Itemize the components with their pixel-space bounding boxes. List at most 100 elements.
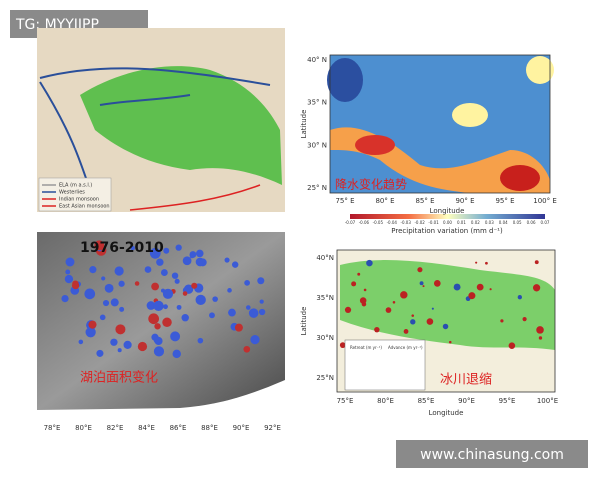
colorbar-label: Precipitation variation (mm d⁻¹): [391, 227, 503, 235]
lake-dot: [94, 240, 105, 251]
lake-dot: [64, 274, 74, 284]
colorbar-tick-label: -0.06: [359, 220, 370, 225]
lake-dot: [134, 281, 140, 286]
colorbar-tick-label: 0.04: [499, 220, 508, 225]
y-tick-label: 25°N: [316, 374, 334, 382]
legend-entry: Westerlies: [59, 190, 85, 196]
x-label: Longitude: [430, 207, 465, 215]
arrow: [99, 94, 191, 106]
lake-dot: [99, 314, 106, 321]
lake-dot: [243, 345, 251, 353]
legend-entry: East Asian monsoon: [59, 204, 110, 210]
lake-dot: [88, 320, 97, 329]
lake-dot: [257, 277, 265, 285]
annotation: 冰川退缩: [440, 372, 492, 388]
lake-dot: [146, 301, 156, 310]
colorbar-tick-label: -0.02: [414, 220, 425, 225]
glacier-dot: [485, 261, 488, 265]
watermark-bg: [396, 440, 588, 468]
lake-dot: [163, 304, 168, 310]
watermark: www.chinasung.com: [420, 447, 564, 463]
glacier-dot: [411, 314, 415, 317]
panel-lakes: 1976-2010 湖泊面积变化: [37, 232, 285, 410]
y-tick-label: 30°N: [316, 334, 334, 342]
lake-dot: [110, 338, 118, 346]
lake-dot: [118, 280, 125, 287]
glacier-dot: [453, 283, 461, 291]
glacier-dot: [403, 329, 409, 334]
colorbar-tick-label: 0.05: [513, 220, 522, 225]
colorbar-tick-label: 0.06: [527, 220, 536, 225]
lake-dot: [104, 283, 114, 293]
panel-glaciers: Retreat (m yr⁻¹) Advance (m yr⁻¹) 冰川退缩 L…: [300, 249, 556, 417]
glacier-dot: [366, 259, 373, 267]
lake-dot: [209, 312, 215, 319]
x-tick-label: 92°E: [264, 424, 281, 432]
lake-dot: [175, 244, 182, 251]
lake-dot: [144, 266, 152, 273]
lake-dot: [110, 298, 119, 307]
y-tick-label: 35° N: [307, 99, 327, 107]
y-label: Latitude: [300, 110, 308, 139]
title: 1976-2010: [80, 240, 164, 256]
lake-dot: [244, 280, 250, 286]
glacier-dot: [357, 272, 361, 276]
x-tick-label: 80° E: [375, 197, 394, 205]
lake-dot: [195, 257, 205, 267]
lake-dot: [153, 346, 165, 357]
map-bg: [37, 232, 285, 410]
x-tick-label: 80°E: [377, 397, 394, 405]
blob: [355, 135, 395, 155]
blob: [452, 103, 488, 127]
lake-dot: [234, 323, 243, 332]
x-tick-label: 90° E: [455, 197, 474, 205]
glacier-dot: [426, 318, 434, 325]
lake-dot: [61, 294, 69, 303]
x-tick-label: 90°E: [458, 397, 475, 405]
lake-dot: [171, 272, 179, 279]
lake-dot: [224, 257, 230, 263]
colorbar-tick-label: -0.07: [345, 220, 356, 225]
colorbar: [350, 214, 545, 219]
arrow: [129, 184, 261, 211]
glacier-dot: [392, 301, 396, 304]
lake-dot: [228, 308, 236, 317]
lake-dot: [85, 327, 96, 338]
lake-dot: [137, 341, 148, 352]
x-tick-label: 85° E: [415, 197, 434, 205]
lake-dot: [181, 313, 189, 322]
lake-dot: [231, 261, 239, 268]
glacier-dot: [489, 288, 492, 291]
y-label: Latitude: [300, 307, 308, 336]
glacier-dot: [419, 281, 424, 286]
legend-entry: ELA (m a.s.l.): [59, 183, 92, 189]
lake-dot: [212, 296, 218, 302]
lake-dot: [189, 253, 195, 259]
lake-dot: [153, 300, 164, 312]
y-tick-label: 30° N: [307, 141, 327, 149]
glacier-dot: [532, 284, 541, 292]
glacier-dot: [433, 280, 441, 287]
x-tick-label: 75°E: [337, 397, 354, 405]
colorbar-tick-label: 0.00: [443, 220, 452, 225]
x-label: Longitude: [429, 409, 464, 417]
x-tick-label: 95°E: [499, 397, 516, 405]
lake-dot: [250, 335, 260, 345]
plateau: [80, 66, 282, 185]
blob: [327, 58, 363, 102]
colorbar-tick-label: 0.01: [457, 220, 466, 225]
legend-entry: Indian monsoon: [59, 197, 99, 203]
glacier-dot: [351, 281, 357, 287]
lake-dot: [182, 291, 188, 296]
lake-dot: [114, 266, 124, 276]
x-tick-label: 95° E: [495, 197, 514, 205]
glacier-dot: [534, 260, 539, 265]
colorbar-tick-label: 0.03: [485, 220, 494, 225]
glacier-dot: [468, 292, 476, 300]
panel-precip: 降水变化趋势 Longitude Precipitation variation…: [300, 54, 554, 235]
x-tick-label: 85°E: [418, 397, 435, 405]
lake-dot: [65, 269, 71, 275]
colorbar-tick-label: -0.03: [401, 220, 412, 225]
lake-dot: [246, 305, 251, 310]
